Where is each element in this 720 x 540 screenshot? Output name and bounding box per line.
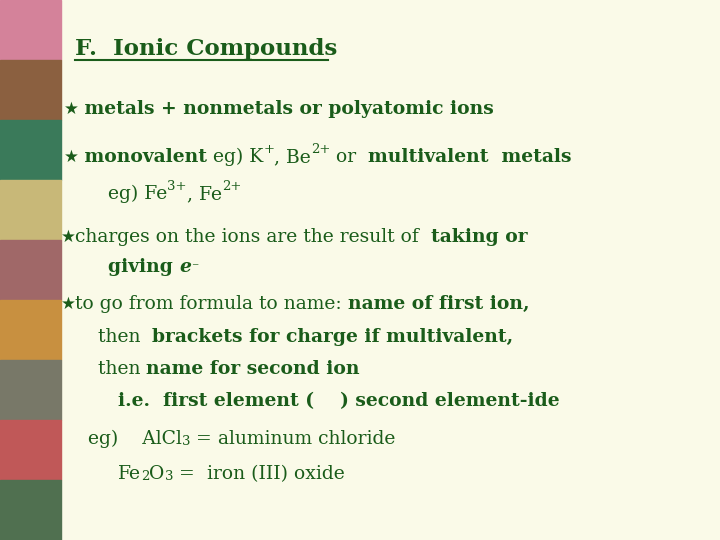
Text: eg) Fe: eg) Fe [108, 185, 167, 203]
Text: iron (III) oxide: iron (III) oxide [207, 465, 345, 483]
Text: 2+: 2+ [222, 180, 241, 193]
Text: first element (    ) second element-ide: first element ( ) second element-ide [163, 392, 559, 410]
Text: multivalent  metals: multivalent metals [369, 148, 572, 166]
Text: charges on the ions are the result of: charges on the ions are the result of [75, 228, 431, 246]
Text: ⁻: ⁻ [192, 261, 199, 275]
Text: i.e.: i.e. [118, 392, 163, 410]
Text: eg) K: eg) K [207, 148, 264, 166]
Text: 2+: 2+ [311, 143, 330, 156]
Bar [0, 180, 61, 240]
Text: ★: ★ [61, 228, 76, 246]
Text: e: e [179, 258, 192, 276]
Text: giving: giving [108, 258, 179, 276]
Bar [0, 300, 61, 360]
Bar [0, 480, 61, 540]
Text: +: + [264, 143, 274, 156]
Text: Fe: Fe [118, 465, 141, 483]
Text: 3+: 3+ [167, 180, 186, 193]
Text: aluminum chloride: aluminum chloride [218, 430, 395, 448]
Bar [0, 420, 61, 480]
Text: ★: ★ [64, 100, 79, 118]
Bar [0, 0, 61, 60]
Text: name of first ion,: name of first ion, [348, 295, 529, 313]
Text: to go from formula to name:: to go from formula to name: [75, 295, 348, 313]
Text: , Be: , Be [274, 148, 311, 166]
Text: monovalent: monovalent [78, 148, 207, 166]
Bar [0, 240, 61, 300]
Bar [0, 120, 61, 180]
Text: =: = [190, 430, 218, 448]
Text: then: then [98, 328, 153, 346]
Text: ★: ★ [64, 148, 79, 166]
Text: O: O [149, 465, 165, 483]
Text: taking or: taking or [431, 228, 527, 246]
Text: , Fe: , Fe [186, 185, 222, 203]
Text: 2: 2 [141, 470, 149, 483]
Text: ★: ★ [61, 295, 76, 313]
Bar [0, 360, 61, 420]
Text: brackets for charge if multivalent,: brackets for charge if multivalent, [153, 328, 514, 346]
Text: metals + nonmetals or polyatomic ions: metals + nonmetals or polyatomic ions [78, 100, 494, 118]
Text: 3: 3 [182, 435, 190, 448]
Text: name for second ion: name for second ion [146, 360, 360, 378]
Text: eg)    AlCl: eg) AlCl [88, 430, 182, 448]
Text: F.  Ionic Compounds: F. Ionic Compounds [75, 38, 338, 60]
Text: then: then [98, 360, 146, 378]
Text: or: or [330, 148, 369, 166]
Text: =: = [173, 465, 207, 483]
Text: 3: 3 [165, 470, 173, 483]
Bar [0, 60, 61, 120]
